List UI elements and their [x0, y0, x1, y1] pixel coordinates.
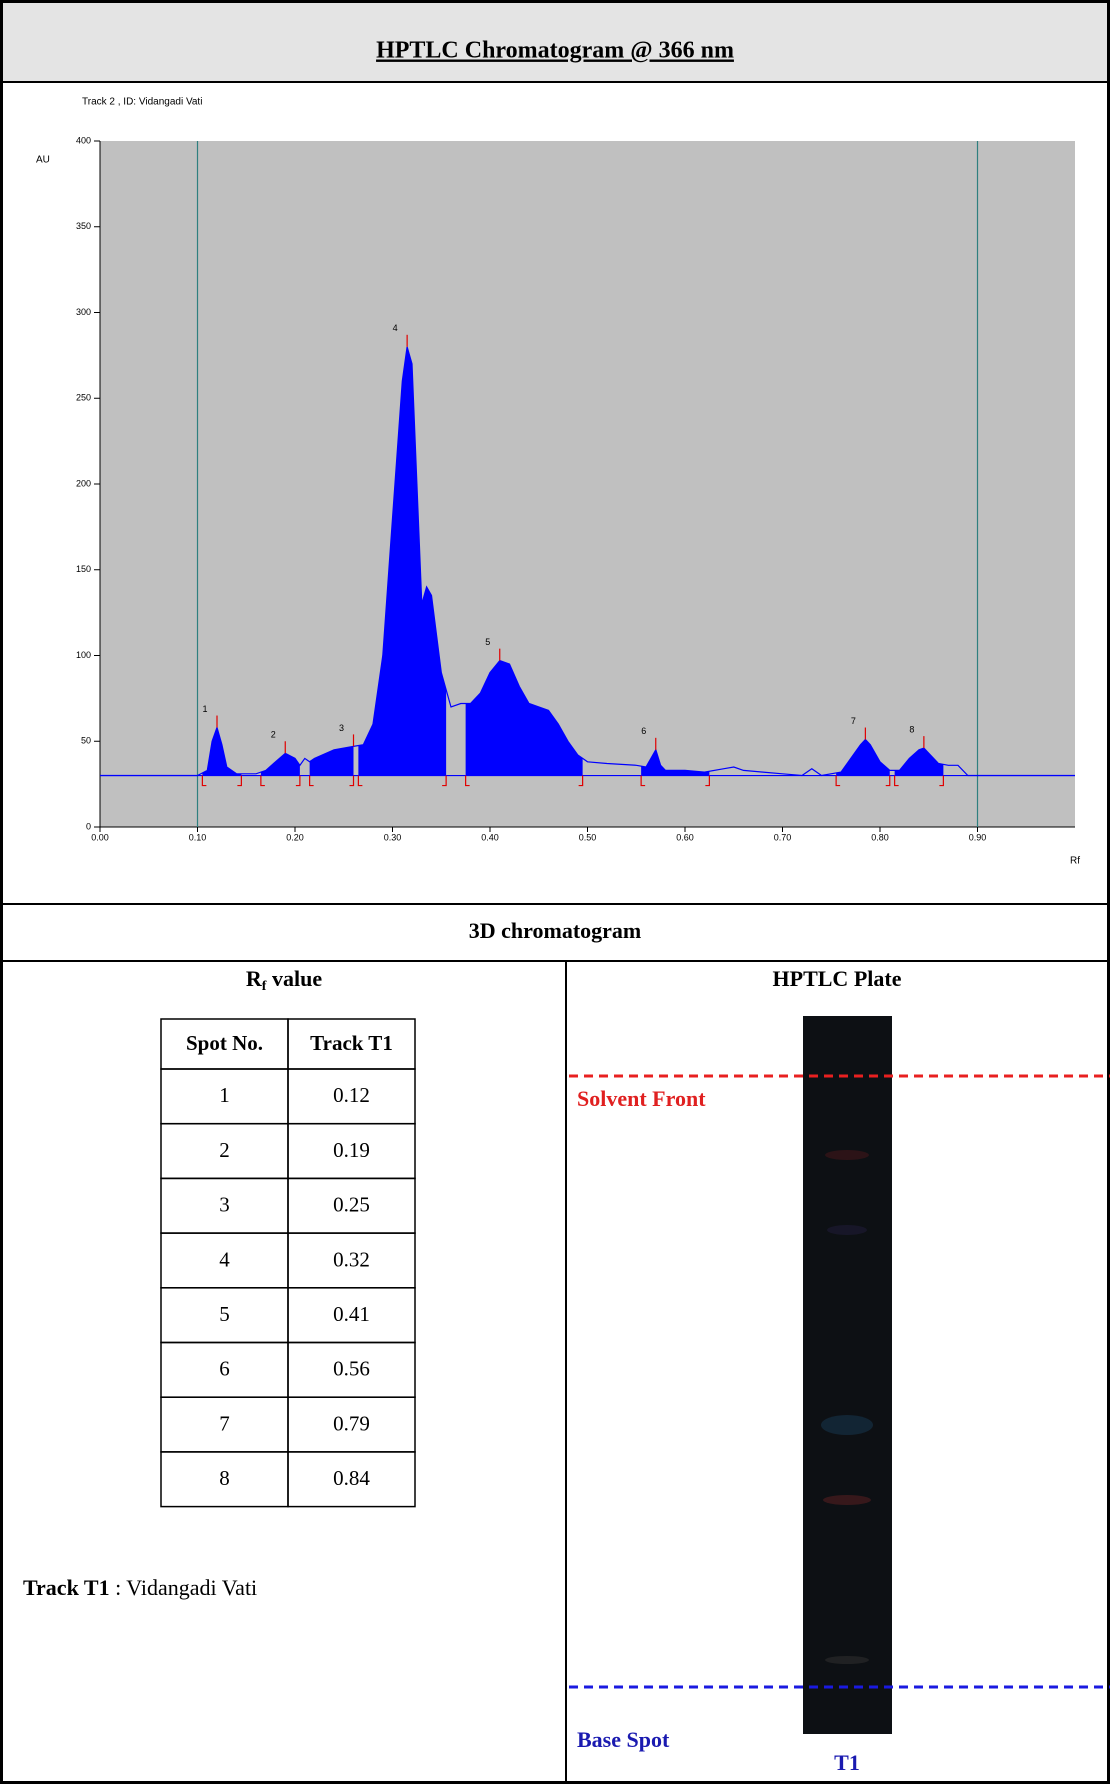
peak-start-bracket: [894, 775, 899, 787]
peak-label: 4: [393, 323, 398, 333]
x-tick-label: 0.90: [969, 832, 987, 842]
table-header: Track T1: [310, 1031, 393, 1055]
peak-area: [358, 346, 447, 776]
rf-rest: value: [266, 966, 322, 991]
y-tick-label: 100: [76, 650, 91, 660]
section-title: 3D chromatogram: [469, 918, 642, 943]
peak-start-bracket: [309, 775, 314, 787]
track-note: Track T1 : Vidangadi Vati: [23, 1575, 257, 1600]
peak-area: [641, 749, 710, 776]
x-tick-label: 0.20: [286, 832, 304, 842]
table-value: 0.19: [333, 1138, 370, 1162]
x-tick-label: 0.60: [676, 832, 694, 842]
peak-end-bracket: [705, 775, 710, 787]
x-tick-label: 0.40: [481, 832, 499, 842]
peak-end-bracket: [295, 775, 301, 787]
peak-start-bracket: [640, 775, 646, 787]
x-tick-label: 0.30: [384, 832, 402, 842]
peak-label: 1: [202, 704, 207, 714]
y-tick-label: 150: [76, 564, 91, 574]
table-value: 8: [219, 1466, 230, 1490]
plate-image: [803, 1016, 892, 1734]
peak-area: [202, 727, 242, 776]
header-band: [0, 0, 1110, 82]
y-axis-label: AU: [36, 155, 50, 166]
peak-label: 8: [909, 724, 914, 734]
peak-label: 6: [641, 726, 646, 736]
peak-label: 5: [485, 637, 490, 647]
table-value: 0.56: [333, 1357, 370, 1381]
note-label: Track T1: [23, 1575, 110, 1600]
y-tick-label: 50: [81, 736, 91, 746]
panel-title: Rf value: [246, 966, 322, 994]
y-tick-label: 350: [76, 221, 91, 231]
x-tick-label: 0.00: [91, 832, 109, 842]
plate-spot: [821, 1415, 873, 1435]
peak-start-bracket: [260, 775, 265, 787]
peak-start-bracket: [357, 775, 363, 787]
table-value: 3: [219, 1193, 230, 1217]
table-value: 5: [219, 1302, 230, 1326]
x-axis-label: Rf: [1070, 856, 1080, 867]
table-value: 0.79: [333, 1411, 370, 1435]
peak-end-bracket: [578, 775, 584, 787]
note-text: : Vidangadi Vati: [110, 1575, 258, 1600]
rf-main: R: [246, 966, 263, 991]
page-title: HPTLC Chromatogram @ 366 nm: [376, 38, 734, 64]
y-tick-label: 200: [76, 478, 91, 488]
peak-end-bracket: [442, 775, 447, 787]
peak-area: [309, 746, 354, 776]
table-value: 4: [219, 1247, 230, 1271]
peak-area: [465, 660, 583, 776]
plate-spot: [823, 1495, 871, 1505]
table-value: 6: [219, 1357, 230, 1381]
table-header: Spot No.: [186, 1031, 263, 1055]
table-value: 7: [219, 1411, 230, 1435]
x-tick-label: 0.50: [579, 832, 597, 842]
y-tick-label: 300: [76, 307, 91, 317]
y-tick-label: 400: [76, 135, 91, 145]
peak-label: 7: [851, 716, 856, 726]
y-tick-label: 0: [86, 821, 91, 831]
plate-spot: [827, 1225, 867, 1235]
peak-start-bracket: [201, 775, 207, 787]
table-value: 0.32: [333, 1247, 370, 1271]
plate-spot: [825, 1656, 869, 1664]
chromatogram-line: [100, 346, 1075, 777]
peak-area: [260, 753, 300, 776]
solvent-front-label: Solvent Front: [577, 1086, 706, 1111]
peak-label: 3: [339, 723, 344, 733]
x-tick-label: 0.10: [189, 832, 207, 842]
table-value: 0.41: [333, 1302, 370, 1326]
table-value: 1: [219, 1083, 230, 1107]
peak-start-bracket: [465, 775, 470, 787]
chart-title: Track 2 , ID: Vidangadi Vati: [82, 97, 202, 108]
peak-area: [894, 748, 944, 776]
table-value: 0.12: [333, 1083, 370, 1107]
peak-label: 2: [271, 730, 276, 740]
peak-end-bracket: [939, 775, 944, 787]
table-cell: [287, 1451, 416, 1508]
rf-sub: f: [262, 979, 267, 994]
plot-area: [100, 141, 1075, 827]
peak-end-bracket: [237, 775, 242, 787]
x-tick-label: 0.70: [774, 832, 792, 842]
x-tick-label: 0.80: [871, 832, 889, 842]
peak-end-bracket: [885, 775, 891, 787]
table-value: 2: [219, 1138, 230, 1162]
panel-title: HPTLC Plate: [773, 966, 902, 991]
track-label: T1: [834, 1750, 860, 1775]
peak-start-bracket: [835, 775, 841, 787]
peak-area: [836, 739, 890, 776]
base-spot-label: Base Spot: [577, 1727, 670, 1752]
y-tick-label: 250: [76, 393, 91, 403]
plate-spot: [825, 1150, 869, 1160]
peak-end-bracket: [349, 775, 355, 787]
table-value: 0.25: [333, 1193, 370, 1217]
table-value: 0.84: [333, 1466, 370, 1490]
